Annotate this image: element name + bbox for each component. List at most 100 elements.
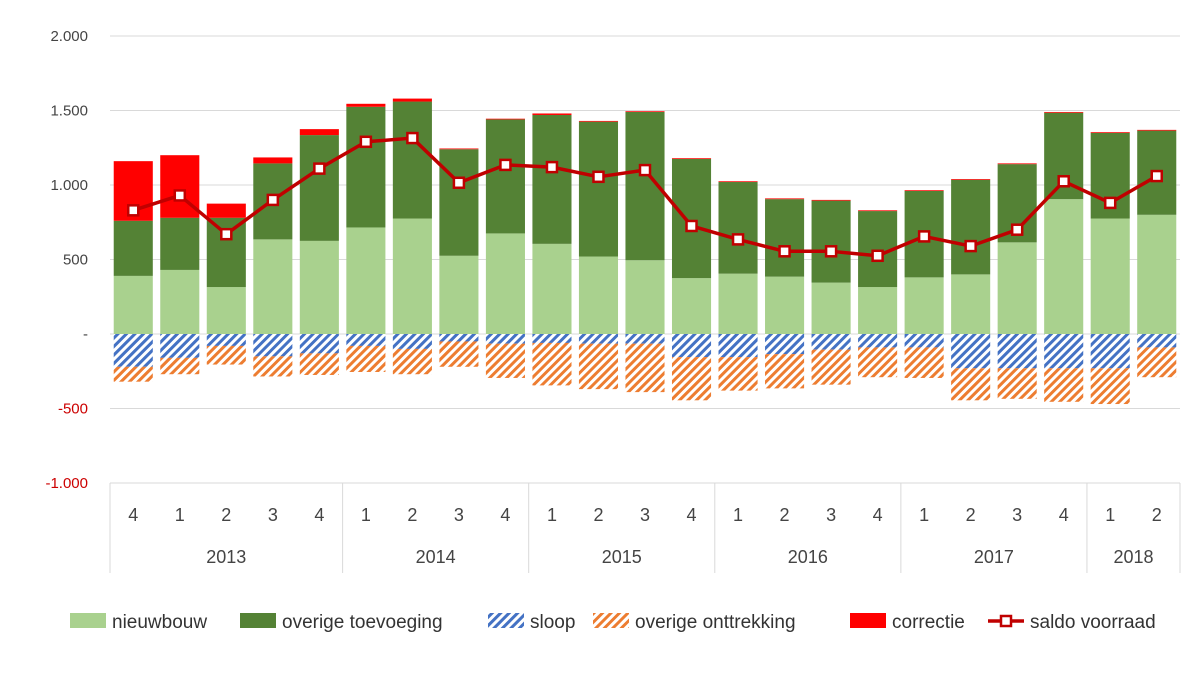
bar-sloop: [718, 334, 758, 358]
legend-marker: [999, 614, 1013, 628]
bar-sloop: [671, 334, 712, 358]
bar-overige-onttrekking: [206, 345, 246, 365]
bar-overige-onttrekking: [346, 345, 386, 372]
x-tick-label: 1: [547, 505, 557, 525]
bar-correctie: [858, 210, 898, 212]
bar-nieuwbouw: [858, 287, 898, 334]
bar-nieuwbouw: [532, 243, 572, 334]
saldo-voorraad-marker: [871, 249, 884, 263]
bar-nieuwbouw: [1137, 214, 1177, 334]
bar-sloop: [904, 334, 944, 348]
y-tick-label: 500: [63, 252, 88, 269]
x-tick-label: 3: [454, 505, 464, 525]
y-tick-label: -1.000: [45, 475, 88, 492]
bar-overige-onttrekking: [765, 354, 805, 389]
bar-nieuwbouw: [299, 240, 339, 334]
bar-overige-toevoeging: [439, 149, 479, 256]
bar-correctie: [671, 158, 712, 159]
bar-sloop: [439, 334, 479, 342]
bar-overige-onttrekking: [578, 343, 619, 390]
x-tick-label: 2: [966, 505, 976, 525]
bar-overige-toevoeging: [299, 135, 339, 241]
bar-correctie: [439, 148, 479, 150]
saldo-voorraad-marker: [917, 230, 931, 243]
x-tick-label: 3: [1012, 505, 1022, 525]
legend: nieuwbouw overige toevoeging sloop overige …: [70, 612, 1156, 633]
bar-nieuwbouw: [811, 282, 851, 334]
bar-sloop: [299, 334, 339, 354]
bar-sloop: [1044, 334, 1084, 369]
legend-swatch: [593, 613, 629, 628]
bar-nieuwbouw: [904, 277, 944, 334]
bar-correctie: [765, 198, 805, 200]
saldo-voorraad-marker: [220, 227, 233, 241]
saldo-voorraad-marker: [545, 160, 559, 174]
bar-correctie: [485, 118, 525, 120]
saldo-voorraad-marker: [685, 219, 698, 233]
saldo-voorraad-marker: [359, 135, 373, 149]
bar-nieuwbouw: [625, 260, 665, 334]
bar-overige-onttrekking: [1044, 368, 1084, 402]
bar-nieuwbouw: [951, 274, 991, 334]
saldo-voorraad-marker: [964, 239, 977, 253]
x-tick-label: 4: [873, 505, 883, 525]
bar-overige-onttrekking: [811, 349, 851, 385]
bar-sloop: [392, 334, 432, 349]
year-label: 2013: [206, 547, 246, 567]
saldo-voorraad-marker: [1010, 223, 1024, 236]
bar-overige-onttrekking: [160, 357, 200, 375]
bar-nieuwbouw: [346, 227, 386, 334]
year-label: 2018: [1113, 547, 1153, 567]
bar-sloop: [765, 334, 805, 355]
legend-label: correctie: [892, 612, 965, 633]
bar-overige-onttrekking: [904, 347, 944, 378]
saldo-voorraad-marker: [778, 245, 791, 258]
bar-sloop: [625, 334, 665, 344]
bar-overige-toevoeging: [811, 200, 851, 283]
bar-sloop: [951, 334, 991, 369]
bar-sloop: [206, 334, 246, 346]
legend-swatch: [240, 613, 276, 628]
y-tick-label: 1.000: [50, 177, 88, 194]
bar-overige-toevoeging: [765, 199, 805, 277]
bar-sloop: [858, 334, 898, 348]
bar-correctie: [206, 203, 246, 218]
saldo-voorraad-marker: [127, 204, 140, 217]
x-tick-label: 2: [1152, 505, 1162, 525]
bar-correctie: [532, 113, 572, 115]
saldo-voorraad-marker: [266, 193, 280, 207]
bar-nieuwbouw: [578, 256, 619, 334]
bar-overige-toevoeging: [160, 217, 200, 270]
year-label: 2017: [974, 547, 1014, 567]
bar-overige-onttrekking: [671, 357, 712, 401]
bar-correctie: [625, 111, 665, 112]
bar-overige-onttrekking: [299, 353, 339, 375]
bar-nieuwbouw: [765, 276, 805, 334]
x-tick-label: 1: [175, 505, 185, 525]
bar-correctie: [904, 190, 944, 191]
x-tick-label: 2: [407, 505, 417, 525]
bar-overige-onttrekking: [1137, 347, 1177, 378]
y-tick-label: -: [83, 326, 88, 343]
saldo-voorraad-marker: [452, 176, 466, 190]
bar-sloop: [811, 334, 851, 350]
bar-correctie: [811, 199, 851, 201]
bar-overige-toevoeging: [346, 106, 386, 228]
legend-label: saldo voorraad: [1030, 612, 1156, 633]
bar-overige-toevoeging: [113, 220, 153, 276]
legend-label: overige toevoeging: [282, 612, 443, 633]
year-label: 2014: [416, 547, 456, 567]
bar-correctie: [1090, 132, 1130, 133]
bar-nieuwbouw: [206, 287, 246, 334]
bar-correctie: [951, 179, 991, 180]
x-tick-label: 1: [733, 505, 743, 525]
bar-correctie: [346, 103, 386, 107]
bar-correctie: [578, 120, 619, 122]
bar-nieuwbouw: [253, 239, 293, 334]
bar-correctie: [253, 157, 293, 164]
bar-overige-toevoeging: [578, 121, 619, 257]
y-tick-label: 1.500: [50, 103, 88, 120]
legend-swatch: [488, 613, 524, 628]
bar-nieuwbouw: [439, 255, 479, 334]
